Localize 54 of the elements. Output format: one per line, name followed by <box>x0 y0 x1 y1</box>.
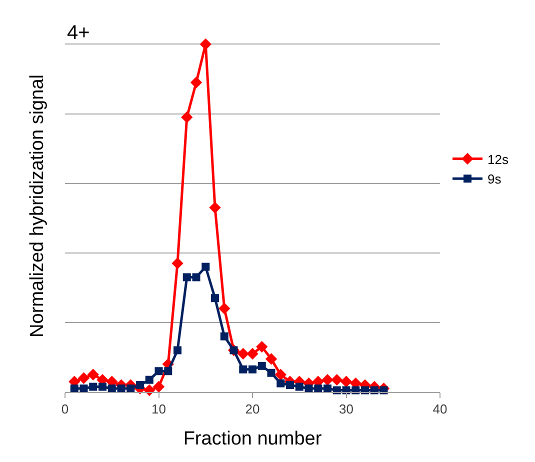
point <box>286 381 294 390</box>
point <box>331 374 343 386</box>
point <box>145 376 154 384</box>
point <box>314 384 322 393</box>
point <box>248 365 256 374</box>
x-tick-label: 0 <box>61 402 69 417</box>
point <box>78 372 90 384</box>
point <box>340 376 352 388</box>
point <box>239 365 248 374</box>
point <box>237 348 249 360</box>
x-tick-label: 10 <box>152 402 166 417</box>
point <box>256 340 268 353</box>
point <box>136 381 144 390</box>
point <box>200 38 212 50</box>
point <box>265 353 278 365</box>
y-axis-title: Normalized hybridization signal <box>26 74 48 338</box>
point <box>202 262 210 271</box>
point <box>98 382 106 391</box>
x-tick-label: 40 <box>432 402 448 417</box>
point <box>89 382 98 391</box>
point <box>258 362 266 370</box>
x-tick-label: 30 <box>339 402 354 417</box>
point <box>211 294 219 302</box>
point <box>181 111 193 124</box>
point <box>192 273 200 282</box>
legend-label: 9s <box>488 172 502 187</box>
point <box>209 202 221 214</box>
x-axis-title: Fraction number <box>183 428 322 450</box>
point <box>322 374 334 386</box>
point <box>295 382 304 391</box>
point <box>267 368 276 377</box>
point <box>172 257 184 270</box>
point <box>324 384 332 393</box>
point <box>108 384 116 393</box>
point <box>218 302 230 314</box>
point <box>70 384 78 393</box>
point <box>117 384 126 393</box>
point <box>220 332 228 340</box>
point <box>274 368 286 380</box>
point <box>80 384 88 393</box>
point <box>164 367 172 376</box>
point <box>174 346 182 354</box>
point <box>304 384 313 393</box>
point <box>276 379 285 388</box>
x-tick-label: 20 <box>245 402 260 417</box>
point <box>152 380 165 393</box>
point <box>182 273 191 282</box>
point <box>190 76 202 88</box>
point <box>154 367 163 376</box>
text: 4+ <box>67 22 90 44</box>
point <box>246 348 258 360</box>
point <box>126 384 135 393</box>
point <box>87 368 99 380</box>
legend-label: 12s <box>488 152 509 167</box>
